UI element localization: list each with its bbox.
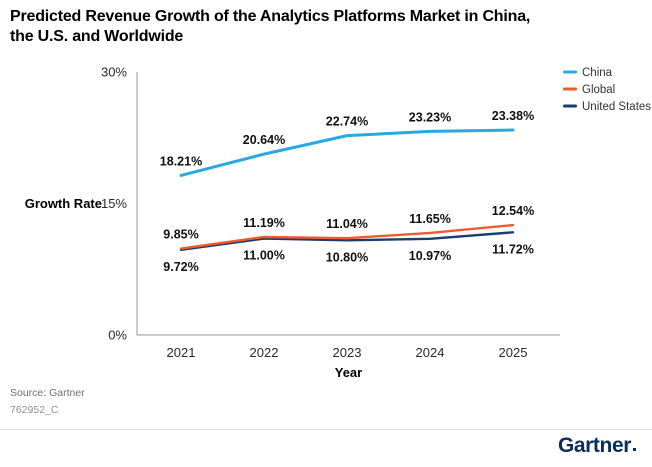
series-line-china: [179, 128, 515, 177]
chart-title: Predicted Revenue Growth of the Analytic…: [10, 7, 530, 47]
chart-title-line1: Predicted Revenue Growth of the Analytic…: [10, 8, 531, 25]
legend-swatch-global: [563, 87, 577, 91]
x-tick-label: 2023: [333, 345, 362, 360]
x-tick-label: 2025: [499, 345, 528, 360]
gartner-logo-dot-icon: [633, 448, 636, 451]
series-line-global: [179, 223, 515, 250]
x-tick-label: 2024: [416, 345, 445, 360]
x-axis-title: Year: [335, 365, 362, 380]
y-tick-label: 0%: [108, 328, 127, 343]
y-axis-title: Growth Rate: [25, 196, 102, 211]
document-code: 762952_C: [10, 404, 59, 416]
legend-label-global: Global: [582, 84, 615, 96]
data-label-united-states: 10.80%: [326, 250, 368, 264]
data-label-china: 23.23%: [409, 110, 451, 124]
y-tick-label: 15%: [101, 196, 127, 211]
data-label-united-states: 10.97%: [409, 249, 451, 263]
data-label-global: 11.19%: [243, 216, 285, 230]
series-line-united-states: [179, 231, 515, 252]
legend-label-united-states: United States: [582, 101, 651, 113]
data-label-united-states: 11.00%: [243, 249, 285, 263]
data-label-united-states: 11.72%: [492, 242, 534, 256]
footer-divider: [0, 429, 652, 430]
data-label-china: 20.64%: [243, 133, 285, 147]
x-tick-label: 2021: [167, 345, 196, 360]
gartner-logo-text: Gartner: [557, 434, 631, 457]
data-label-united-states: 9.72%: [163, 260, 198, 274]
axis-lines: [136, 72, 560, 336]
data-label-global: 11.04%: [326, 217, 368, 231]
legend-swatch-china: [563, 70, 577, 74]
data-label-china: 22.74%: [326, 115, 368, 129]
legend-label-china: China: [582, 67, 613, 79]
data-label-china: 18.21%: [160, 154, 202, 168]
source-text: Source: Gartner: [10, 387, 85, 399]
data-label-china: 23.38%: [492, 109, 534, 123]
x-tick-label: 2022: [250, 345, 279, 360]
chart-title-line2: the U.S. and Worldwide: [10, 28, 184, 45]
data-label-global: 12.54%: [492, 204, 534, 218]
data-label-global: 11.65%: [409, 212, 451, 226]
y-tick-label: 30%: [101, 65, 127, 80]
legend-swatch-united-states: [563, 104, 577, 108]
data-label-global: 9.85%: [163, 228, 198, 242]
gartner-logo: Gartner: [558, 434, 636, 458]
